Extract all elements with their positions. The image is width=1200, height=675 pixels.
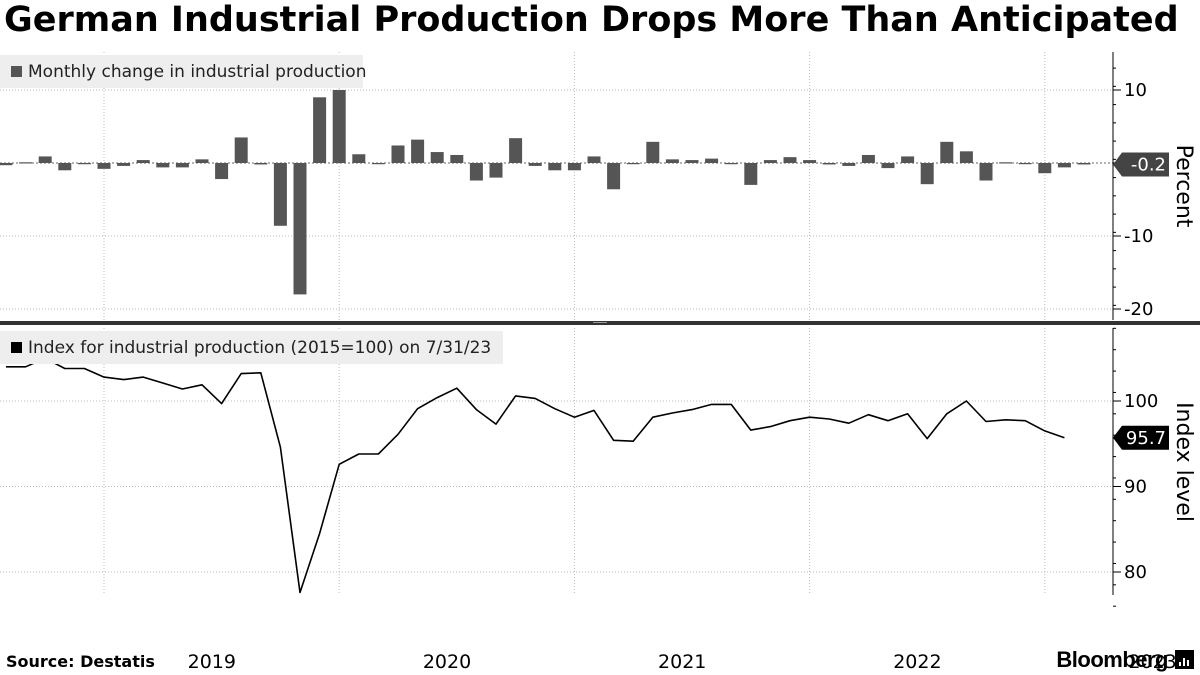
bar (332, 90, 346, 163)
bar (254, 163, 268, 165)
bar (842, 163, 856, 166)
top-y-tick-label: 10 (1124, 80, 1147, 101)
bar (587, 156, 601, 163)
index-line (6, 357, 1065, 594)
chart-title: German Industrial Production Drops More … (4, 0, 1179, 40)
bar (38, 156, 52, 163)
bar-legend-swatch (11, 66, 22, 77)
bar (1038, 163, 1052, 174)
x-tick-label-2021: 2021 (658, 651, 706, 673)
x-tick-label-2023: 2023 (1128, 651, 1176, 673)
bar (1057, 163, 1071, 168)
bar (646, 141, 660, 163)
top-y-tick-label: -10 (1124, 226, 1153, 247)
source-note: Source: Destatis (6, 652, 155, 671)
bar (528, 163, 542, 166)
panel-divider-grip (593, 322, 607, 323)
bar (411, 139, 425, 163)
bar (548, 163, 562, 171)
bar (979, 163, 993, 181)
bar-legend-bg (0, 55, 363, 88)
line-legend-bg (0, 331, 503, 364)
bar (234, 137, 248, 163)
bottom-y-tick-label: 100 (1124, 391, 1158, 412)
x-tick-label-2019: 2019 (188, 651, 236, 673)
bar (97, 163, 111, 169)
bar (450, 154, 464, 163)
bar-legend: Monthly change in industrial production (0, 55, 366, 88)
top-y-axis-title: Percent (1171, 145, 1196, 228)
bar (175, 163, 189, 168)
bar (273, 163, 287, 226)
bar (469, 163, 483, 181)
bar (920, 163, 934, 185)
x-tick-label-2022: 2022 (893, 651, 941, 673)
bar (0, 163, 13, 166)
line-legend-swatch (11, 342, 22, 353)
marks-layer (0, 90, 1091, 594)
bar (803, 160, 817, 163)
line-legend: Index for industrial production (2015=10… (0, 331, 503, 364)
bar-last-value-callout: -0.2 (1113, 152, 1169, 177)
bar (822, 163, 836, 165)
bar-last-value-callout-text: -0.2 (1131, 154, 1166, 175)
bar (430, 152, 444, 163)
bar (665, 159, 679, 163)
bar (705, 158, 719, 163)
bar-legend-label: Monthly change in industrial production (28, 62, 366, 82)
bloomberg-terminal-icon (1175, 650, 1194, 669)
bar (215, 163, 229, 180)
bar (763, 160, 777, 163)
line-last-value-callout-box (1113, 425, 1169, 450)
bar (685, 160, 699, 163)
line-last-value-callout-text: 95.7 (1126, 428, 1166, 449)
bar (724, 163, 738, 165)
bar (567, 163, 581, 171)
bar (117, 163, 131, 166)
bar (352, 154, 366, 163)
bar (607, 163, 621, 190)
bar (509, 138, 523, 163)
bar (391, 145, 405, 163)
bar (19, 162, 33, 164)
bar (58, 163, 72, 171)
line-legend-label: Index for industrial production (2015=10… (28, 338, 491, 358)
bar (744, 163, 758, 185)
top-y-tick-label: -20 (1124, 299, 1153, 320)
bottom-y-tick-label: 80 (1124, 562, 1147, 583)
line-last-value-callout: 95.7 (1113, 425, 1169, 450)
bar (783, 157, 797, 163)
bar (881, 163, 895, 169)
bar (901, 156, 915, 163)
axes-layer: 2019 2020 2021 2022 2023 10 -10 -20 100 90 80 Perce… (0, 52, 1200, 673)
bar (313, 97, 327, 163)
bar (940, 141, 954, 163)
bar (77, 163, 91, 165)
bloomberg-logo: Bloomberg (1056, 647, 1168, 672)
bar (489, 163, 503, 178)
bar (195, 159, 209, 163)
bar (293, 163, 307, 295)
bar (959, 151, 973, 163)
bottom-y-tick-label: 90 (1124, 477, 1147, 498)
bar (626, 163, 640, 165)
bar (136, 160, 150, 163)
bar (861, 154, 875, 163)
bar (1077, 163, 1091, 165)
bar (999, 162, 1013, 164)
bar (156, 163, 170, 168)
bar-last-value-callout-box (1113, 152, 1169, 177)
bottom-y-axis-title: Index level (1171, 402, 1196, 522)
bar (371, 163, 385, 165)
x-tick-label-2020: 2020 (423, 651, 471, 673)
bar (1018, 163, 1032, 165)
